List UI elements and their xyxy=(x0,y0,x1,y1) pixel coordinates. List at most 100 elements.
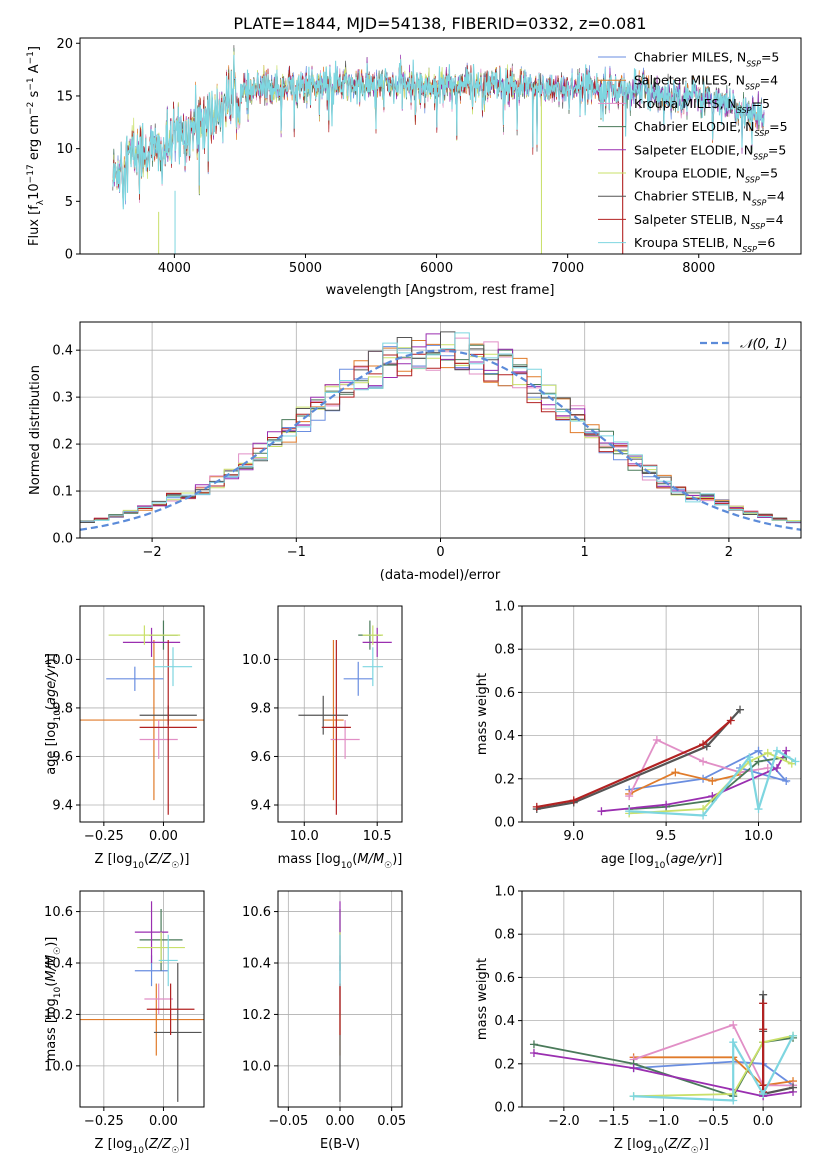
y-tick-label: 10.0 xyxy=(242,653,271,668)
panel-mass_weight_vs_Z: −2.0 −1.5 −1.0 −0.5 0.0 0.0 0.2 0.4 0.6 0.8 1.0 Z [… xyxy=(475,885,802,1156)
axes-frame xyxy=(79,605,205,823)
x-tick-label: −1 xyxy=(287,545,306,560)
mass-weight-line xyxy=(633,1060,794,1087)
label-part: ( xyxy=(663,1137,668,1152)
x-tick-label: 7000 xyxy=(551,261,584,276)
x-tick-label: 8000 xyxy=(682,261,715,276)
x-axis-label: age [log10(age/yr)] xyxy=(601,852,723,871)
y-axis-label: Normed distribution xyxy=(28,365,43,495)
panel-age_vs_Z: −0.25 0.009.49.69.810.0Z [log10(Z/Z☉)]age… xyxy=(44,605,205,871)
axes-frame xyxy=(79,37,802,255)
histogram-step xyxy=(80,349,801,523)
legend-subscript: SSP xyxy=(745,82,760,91)
label-part: s xyxy=(27,90,42,101)
spectrum-line xyxy=(112,54,765,210)
label-part: ☉ xyxy=(171,1146,179,1156)
mass-weight-marker xyxy=(759,1025,768,1034)
mass-weight-marker xyxy=(754,757,763,766)
y-tick-label: 0.0 xyxy=(494,1101,515,1116)
x-tick-label: −0.25 xyxy=(84,829,124,844)
x-tick-label: 0.05 xyxy=(377,1114,406,1129)
legend-label: Kroupa ELODIE, NSSP=5 xyxy=(634,166,778,185)
label-part: erg cm xyxy=(27,115,42,164)
mass-weight-marker xyxy=(671,768,680,777)
mass-weight-marker xyxy=(597,807,606,816)
label-part: 10 xyxy=(53,986,63,998)
figure-title: PLATE=1844, MJD=54138, FIBERID=0332, z=0… xyxy=(233,14,646,33)
legend-subscript: SSP xyxy=(742,245,757,254)
legend-subscript: SSP xyxy=(754,129,769,138)
legend-text: Kroupa ELODIE, N xyxy=(634,166,745,181)
y-axis-label: age [log10(age/yr)] xyxy=(44,653,63,775)
mass-weight-marker xyxy=(625,807,634,816)
mass-weight-marker xyxy=(652,735,661,744)
label-part: )] xyxy=(179,1137,189,1152)
x-tick-label: −0.25 xyxy=(84,1114,124,1129)
legend-label: Chabrier MILES, NSSP=5 xyxy=(634,50,779,69)
plot-area xyxy=(80,901,204,1102)
plot-area xyxy=(532,705,800,820)
label-part: mass [log xyxy=(278,852,341,867)
y-tick-label: 20 xyxy=(56,37,73,52)
plot-area xyxy=(80,331,801,531)
x-tick-label: −2.0 xyxy=(548,1114,580,1129)
y-tick-label: 10.0 xyxy=(44,1059,73,1074)
y-tick-label: 10.6 xyxy=(44,905,73,920)
label-part: ( xyxy=(665,852,670,867)
x-tick-label: 5000 xyxy=(289,261,322,276)
label-part: 10 xyxy=(652,1146,664,1156)
mass-weight-marker xyxy=(532,802,541,811)
y-tick-label: 0.2 xyxy=(494,1057,515,1072)
panel-residuals: −2 −1 0 1 2 0.0 0.1 0.2 0.3 0.4 𝒩(0, 1) (data-model… xyxy=(28,321,802,583)
histogram-step xyxy=(80,331,801,523)
label-part: −1 xyxy=(26,51,36,64)
label-part: )] xyxy=(699,1137,709,1152)
y-tick-label: 0.4 xyxy=(494,729,515,744)
y-axis-label: Flux [fλ10−17 erg cm−2 s−1 A−1] xyxy=(26,46,46,246)
y-tick-label: 0.6 xyxy=(494,686,515,701)
x-tick-label: 0.00 xyxy=(149,829,178,844)
label-part: Flux [f xyxy=(27,205,42,246)
legend-text: Salpeter ELODIE, N xyxy=(634,142,753,157)
x-tick-label: −1.0 xyxy=(648,1114,680,1129)
y-tick-label: 0.1 xyxy=(52,485,73,500)
label-part: )] xyxy=(179,852,189,867)
panel-mass_vs_ebv: −0.05 0.00 0.05 10.0 10.2 10.4 10.6 E(B-V) xyxy=(242,890,406,1152)
y-axis-label: mass [log10(M/M☉)] xyxy=(44,937,63,1062)
y-tick-label: 10.0 xyxy=(242,1059,271,1074)
mass-weight-marker xyxy=(754,746,763,755)
mass-weight-marker xyxy=(729,1096,738,1105)
axes-frame xyxy=(521,605,802,823)
y-tick-label: 0.3 xyxy=(52,391,73,406)
label-part: ☉ xyxy=(171,861,179,871)
x-tick-label: 10.0 xyxy=(744,829,773,844)
y-tick-label: 1.0 xyxy=(494,600,515,615)
x-axis-label: Z [log10(Z/Z☉)] xyxy=(95,1137,190,1156)
y-tick-label: 9.6 xyxy=(52,750,73,765)
legend-label: Chabrier STELIB, NSSP=4 xyxy=(634,189,785,208)
y-tick-label: 0.2 xyxy=(494,772,515,787)
label-part: 10 xyxy=(654,861,666,871)
label-part: 10 xyxy=(132,861,144,871)
label-part: M/M xyxy=(44,955,59,982)
mass-weight-marker xyxy=(782,776,791,785)
legend-count: =4 xyxy=(766,189,784,204)
label-part: mass [log xyxy=(44,998,59,1061)
label-part: A xyxy=(27,64,42,77)
label-part: )] xyxy=(44,653,59,663)
legend-count: =6 xyxy=(757,235,775,250)
mass-weight-marker xyxy=(729,1038,738,1047)
mass-weight-line xyxy=(633,1056,794,1087)
label-part: −1 xyxy=(26,77,36,90)
x-tick-label: 9.5 xyxy=(656,829,677,844)
label-part: ☉ xyxy=(53,947,63,955)
panel-spectrum: 4000 5000 6000 7000 8000 0 5 10 15 20 Chabrier MIL… xyxy=(26,37,802,298)
label-part: age [log xyxy=(601,852,654,867)
plot-area xyxy=(80,620,204,815)
mass-weight-marker xyxy=(754,805,763,814)
y-tick-label: 0.8 xyxy=(494,928,515,943)
y-tick-label: 10.2 xyxy=(242,1008,271,1023)
label-part: 10 xyxy=(27,183,42,200)
legend-text: Salpeter STELIB, N xyxy=(634,212,750,227)
